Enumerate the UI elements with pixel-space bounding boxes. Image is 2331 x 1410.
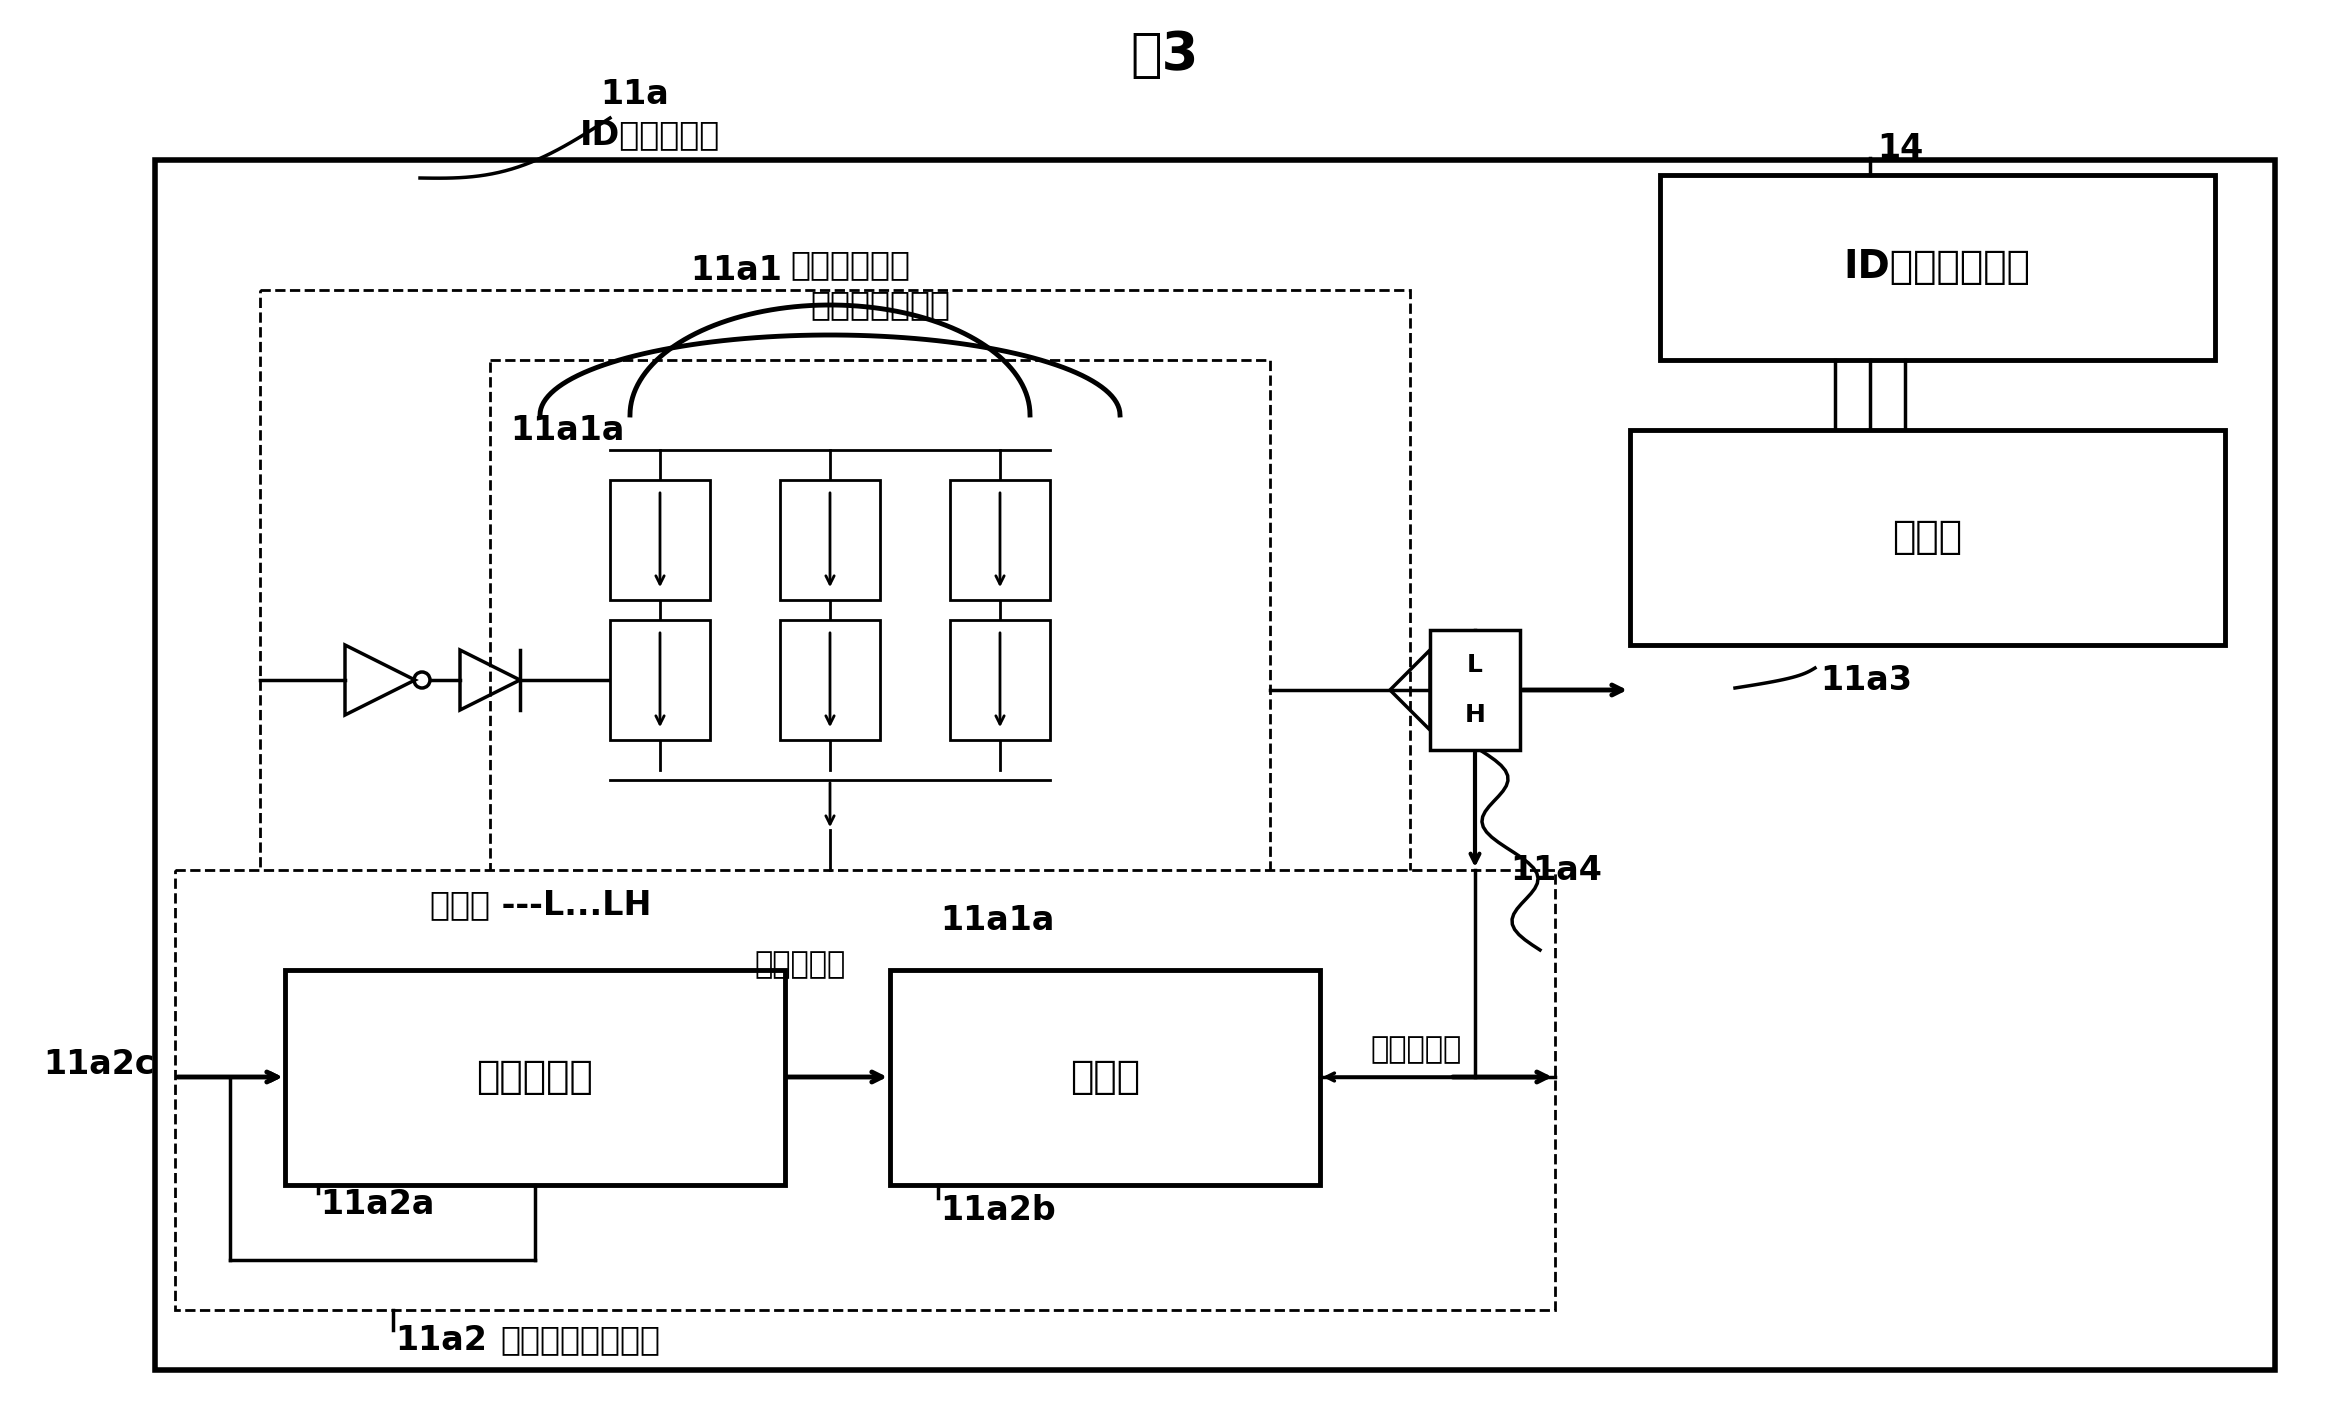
Bar	[890, 970, 1319, 1184]
Bar	[611, 620, 711, 740]
Bar	[175, 870, 1555, 1310]
Text: 11a2c: 11a2c	[44, 1049, 154, 1081]
Bar	[490, 360, 1270, 970]
Text: 最高有效位: 最高有效位	[755, 950, 846, 980]
Text: 初始值 ---L...LH: 初始值 ---L...LH	[429, 888, 650, 922]
Text: 11a4: 11a4	[1510, 853, 1601, 887]
Text: 计数器: 计数器	[1070, 1058, 1140, 1096]
Text: 14: 14	[1876, 131, 1923, 165]
Text: ID产生器电路: ID产生器电路	[580, 118, 720, 151]
Bar	[1629, 430, 2226, 644]
Text: 11a2b: 11a2b	[939, 1193, 1056, 1227]
Text: 11a3: 11a3	[1821, 664, 1911, 697]
Text: H: H	[1464, 704, 1485, 728]
Bar	[951, 620, 1049, 740]
Bar	[781, 479, 881, 601]
Text: 计数器: 计数器	[1893, 517, 1963, 556]
Bar	[781, 620, 881, 740]
Bar	[261, 290, 1410, 1070]
Text: 11a1a: 11a1a	[939, 904, 1054, 936]
Text: 图3: 图3	[1131, 30, 1198, 80]
Bar	[284, 970, 786, 1184]
Text: ID数（随机数）: ID数（随机数）	[1844, 248, 2030, 286]
Text: 11a2: 11a2	[394, 1324, 487, 1356]
Text: 11a1: 11a1	[690, 254, 781, 286]
Text: 移位寄存器: 移位寄存器	[476, 1058, 594, 1096]
Bar	[1429, 630, 1520, 750]
Text: 定时器（几毫秒）: 定时器（几毫秒）	[501, 1324, 660, 1356]
Bar	[154, 159, 2275, 1371]
Bar	[1660, 175, 2214, 360]
Text: 11a: 11a	[599, 79, 669, 111]
Text: 最高有效位: 最高有效位	[1371, 1035, 1462, 1065]
Text: 自运行振荡器: 自运行振荡器	[790, 248, 909, 282]
Text: 11a2a: 11a2a	[319, 1189, 434, 1221]
Bar	[611, 479, 711, 601]
Text: （环形振荡器）: （环形振荡器）	[809, 289, 951, 321]
Text: 11a1a: 11a1a	[510, 413, 625, 447]
Bar	[951, 479, 1049, 601]
Text: L: L	[1466, 653, 1483, 677]
